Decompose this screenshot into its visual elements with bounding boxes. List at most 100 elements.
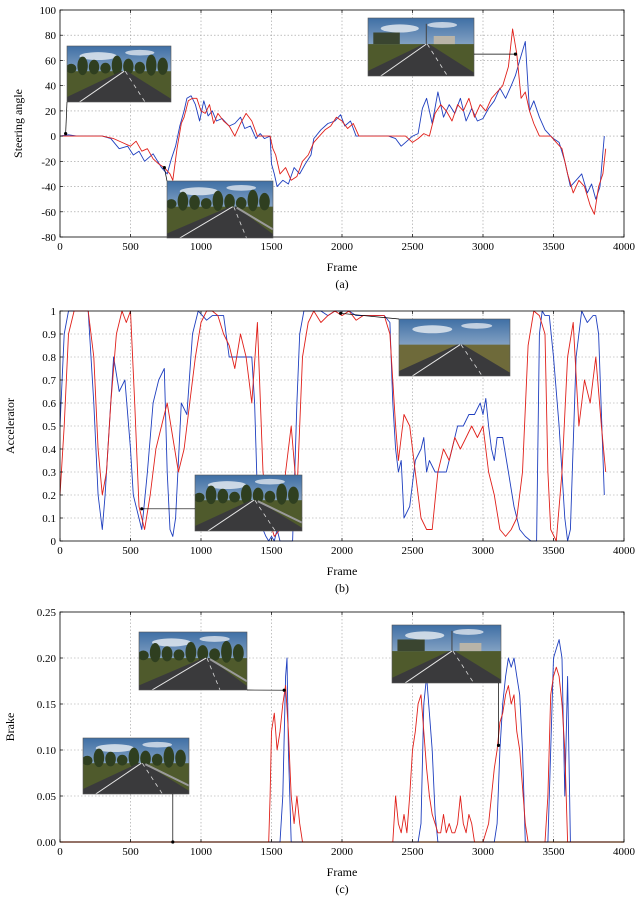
y-tick-label: 0.6: [42, 398, 56, 410]
lane-marking: [207, 499, 255, 531]
tree: [175, 749, 186, 767]
tree: [177, 191, 189, 211]
callout-leader: [163, 167, 168, 182]
x-tick-label: 3500: [543, 545, 566, 557]
cloud: [125, 49, 155, 56]
tree: [139, 650, 149, 661]
guard-rail: [144, 763, 189, 787]
lane-marking: [452, 650, 475, 683]
building: [433, 35, 455, 45]
y-tick-label: 0.2: [42, 490, 56, 502]
x-tick-label: 3500: [543, 846, 566, 858]
road-scene-image: [368, 18, 474, 76]
y-tick-label: 0.25: [37, 607, 57, 619]
tree: [185, 641, 197, 663]
cloud: [405, 631, 445, 640]
tree: [100, 62, 111, 74]
tree: [212, 190, 224, 211]
chart-brake: 0 500 1000 1500 2000 2500 3000 3500 4000 0.00 0.05…: [3, 607, 636, 896]
x-tick-label: 2000: [331, 241, 354, 253]
y-tick-label: 0.1: [42, 513, 56, 525]
road-scene-image: [83, 738, 189, 794]
x-tick-label: 3000: [472, 241, 495, 253]
image-border: [398, 318, 511, 377]
road: [67, 71, 171, 102]
lane-marking: [380, 43, 427, 76]
y-tick-label: 0.8: [42, 352, 56, 364]
cloud: [226, 184, 257, 191]
cloud: [207, 481, 247, 489]
x-tick-label: 1500: [261, 846, 284, 858]
panel-caption: (c): [335, 882, 348, 896]
y-tick-label: -20: [41, 156, 56, 168]
cloud: [95, 744, 134, 753]
x-tick-label: 2500: [402, 545, 425, 557]
road-scene-image: [67, 46, 171, 102]
x-axis-label: Frame: [327, 865, 358, 879]
tree: [77, 56, 88, 76]
lane-marking: [206, 657, 221, 690]
guard-rail: [236, 206, 273, 231]
y-tick-label: -60: [41, 207, 56, 219]
y-tick-label: 0: [51, 131, 57, 143]
x-tick-label: 500: [122, 846, 139, 858]
lane-marking: [460, 344, 483, 376]
tree: [288, 486, 299, 504]
tree: [247, 189, 259, 212]
x-tick-label: 0: [57, 545, 63, 557]
y-tick-label: 0.7: [42, 375, 56, 387]
y-tick-label: -80: [41, 232, 56, 244]
series-line-red: [59, 310, 607, 542]
road-scene-image: [399, 319, 510, 376]
lane-marking: [151, 657, 207, 690]
image-border: [194, 474, 303, 532]
image-border: [367, 17, 475, 77]
image-border: [166, 180, 274, 239]
cloud: [453, 629, 484, 635]
tree: [224, 193, 235, 211]
lane-marking: [95, 762, 142, 794]
image-border: [82, 737, 190, 795]
tree: [241, 484, 252, 505]
lane-marking: [412, 344, 461, 376]
y-axis-label: Steering angle: [11, 89, 25, 158]
road-scene-image: [139, 632, 247, 690]
callout-point: [171, 840, 175, 844]
tree: [205, 485, 217, 505]
y-axis-label: Brake: [3, 713, 17, 742]
cloud: [151, 638, 191, 647]
x-tick-label: 500: [122, 545, 139, 557]
x-tick-label: 3000: [472, 545, 495, 557]
road: [195, 500, 302, 531]
callout-point: [496, 743, 501, 748]
tree: [217, 488, 229, 504]
road: [368, 44, 474, 76]
callout-leader: [340, 312, 400, 320]
tree: [276, 483, 288, 505]
tree: [197, 645, 209, 662]
callout-point: [64, 131, 68, 136]
y-tick-label: 100: [40, 5, 57, 17]
x-tick-label: 2000: [331, 846, 354, 858]
tree: [232, 644, 244, 662]
road-scene-image: [167, 181, 273, 238]
tree: [67, 63, 77, 74]
tree: [229, 491, 240, 503]
building: [459, 642, 482, 652]
series-line-red: [60, 28, 607, 215]
tree: [163, 746, 175, 768]
tree: [149, 643, 161, 663]
tree: [111, 55, 123, 76]
y-tick-label: 0.05: [37, 791, 57, 803]
tree: [93, 748, 105, 768]
road: [399, 344, 510, 376]
tree-line: [397, 639, 425, 652]
tree: [140, 750, 151, 767]
callout-point: [162, 166, 166, 170]
tree: [259, 192, 270, 211]
y-tick-label: 0.3: [42, 467, 56, 479]
lane-marking: [124, 70, 146, 102]
callout-point: [338, 311, 343, 315]
tree: [123, 58, 134, 75]
